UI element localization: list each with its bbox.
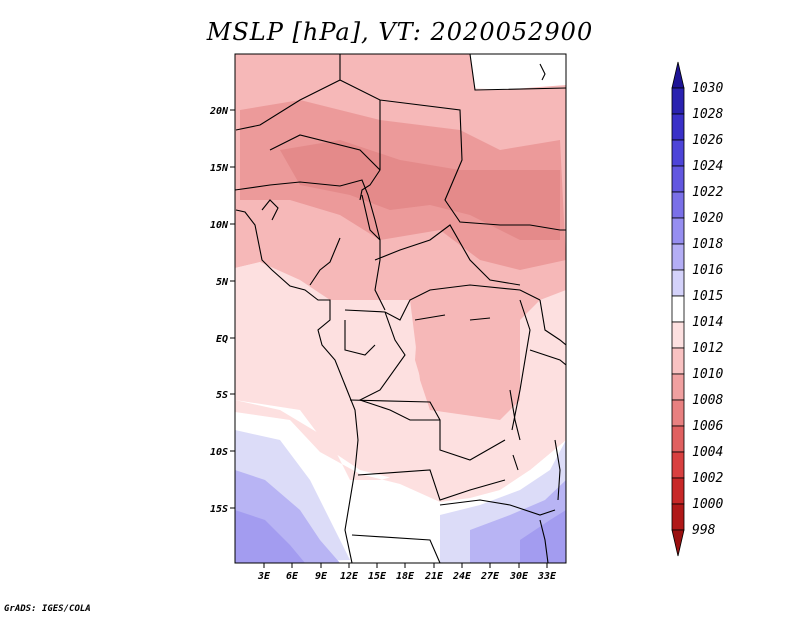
lat-label: 5N xyxy=(216,277,229,288)
colorbar-segment xyxy=(671,347,685,375)
lon-label: 24E xyxy=(452,571,472,582)
latitude-labels: 20N 15N 10N 5N EQ 5S 10S 15S xyxy=(209,106,229,515)
lat-label: 15N xyxy=(210,163,229,174)
colorbar-segment xyxy=(671,217,685,245)
colorbar-label: 1024 xyxy=(692,159,723,174)
colorbar-segment xyxy=(671,399,685,427)
colorbar-label: 1000 xyxy=(692,497,723,512)
colorbar-label: 1016 xyxy=(692,263,723,278)
colorbar-segment xyxy=(671,451,685,479)
colorbar-label: 1006 xyxy=(692,419,723,434)
colorbar-segment xyxy=(671,503,685,531)
longitude-labels: 3E 6E 9E 12E 15E 18E 21E 24E 27E 30E 33E xyxy=(257,571,557,582)
lon-label: 3E xyxy=(257,571,271,582)
mslp-field xyxy=(235,54,566,563)
colorbar-segment xyxy=(671,425,685,453)
colorbar-segment xyxy=(671,295,685,323)
lat-label: 10N xyxy=(210,220,229,231)
colorbar-segment xyxy=(671,61,685,89)
lon-label: 15E xyxy=(368,571,387,582)
colorbar-label: 1012 xyxy=(692,341,723,356)
lat-label: 15S xyxy=(210,504,228,515)
latitude-axis xyxy=(230,109,235,509)
lat-label: 5S xyxy=(216,390,228,401)
colorbar-label: 1018 xyxy=(692,237,723,252)
grads-credit: GrADS: IGES/COLA xyxy=(4,604,91,614)
lat-label: 20N xyxy=(209,106,229,117)
colorbar-label: 998 xyxy=(692,523,716,538)
colorbar-label: 1026 xyxy=(692,133,723,148)
map-frame xyxy=(234,53,567,564)
colorbar-segment xyxy=(671,165,685,193)
colorbar-segment xyxy=(671,139,685,167)
colorbar: 1030 1028 1026 1024 1022 1020 1018 1016 1015 1014… xyxy=(671,61,723,557)
colorbar-label: 1004 xyxy=(692,445,723,460)
colorbar-segment xyxy=(671,269,685,297)
colorbar-segment xyxy=(671,321,685,349)
colorbar-label: 1020 xyxy=(692,211,723,226)
country-borders xyxy=(235,54,566,563)
colorbar-label: 1015 xyxy=(692,289,723,304)
colorbar-label: 1028 xyxy=(692,107,723,122)
colorbar-segment xyxy=(671,373,685,401)
colorbar-label: 1014 xyxy=(692,315,723,330)
lon-label: 9E xyxy=(315,571,328,582)
lon-label: 27E xyxy=(480,571,500,582)
lat-label: EQ xyxy=(216,334,228,345)
colorbar-segment xyxy=(671,243,685,271)
lat-label: 10S xyxy=(210,447,228,458)
map-title: MSLP [hPa], VT: 2020052900 xyxy=(206,18,594,46)
colorbar-segment xyxy=(671,87,685,115)
lon-label: 18E xyxy=(396,571,415,582)
lon-label: 33E xyxy=(537,571,557,582)
colorbar-segment xyxy=(671,477,685,505)
colorbar-label: 1022 xyxy=(692,185,723,200)
colorbar-label: 1030 xyxy=(692,81,723,96)
lon-label: 30E xyxy=(509,571,529,582)
colorbar-segment xyxy=(671,191,685,219)
lon-label: 12E xyxy=(340,571,359,582)
colorbar-label: 1002 xyxy=(692,471,723,486)
colorbar-label: 1008 xyxy=(692,393,723,408)
lon-label: 6E xyxy=(286,571,299,582)
longitude-axis xyxy=(263,563,548,568)
colorbar-label: 1010 xyxy=(692,367,723,382)
colorbar-segment xyxy=(671,113,685,141)
colorbar-segment xyxy=(671,529,685,557)
lon-label: 21E xyxy=(424,571,444,582)
